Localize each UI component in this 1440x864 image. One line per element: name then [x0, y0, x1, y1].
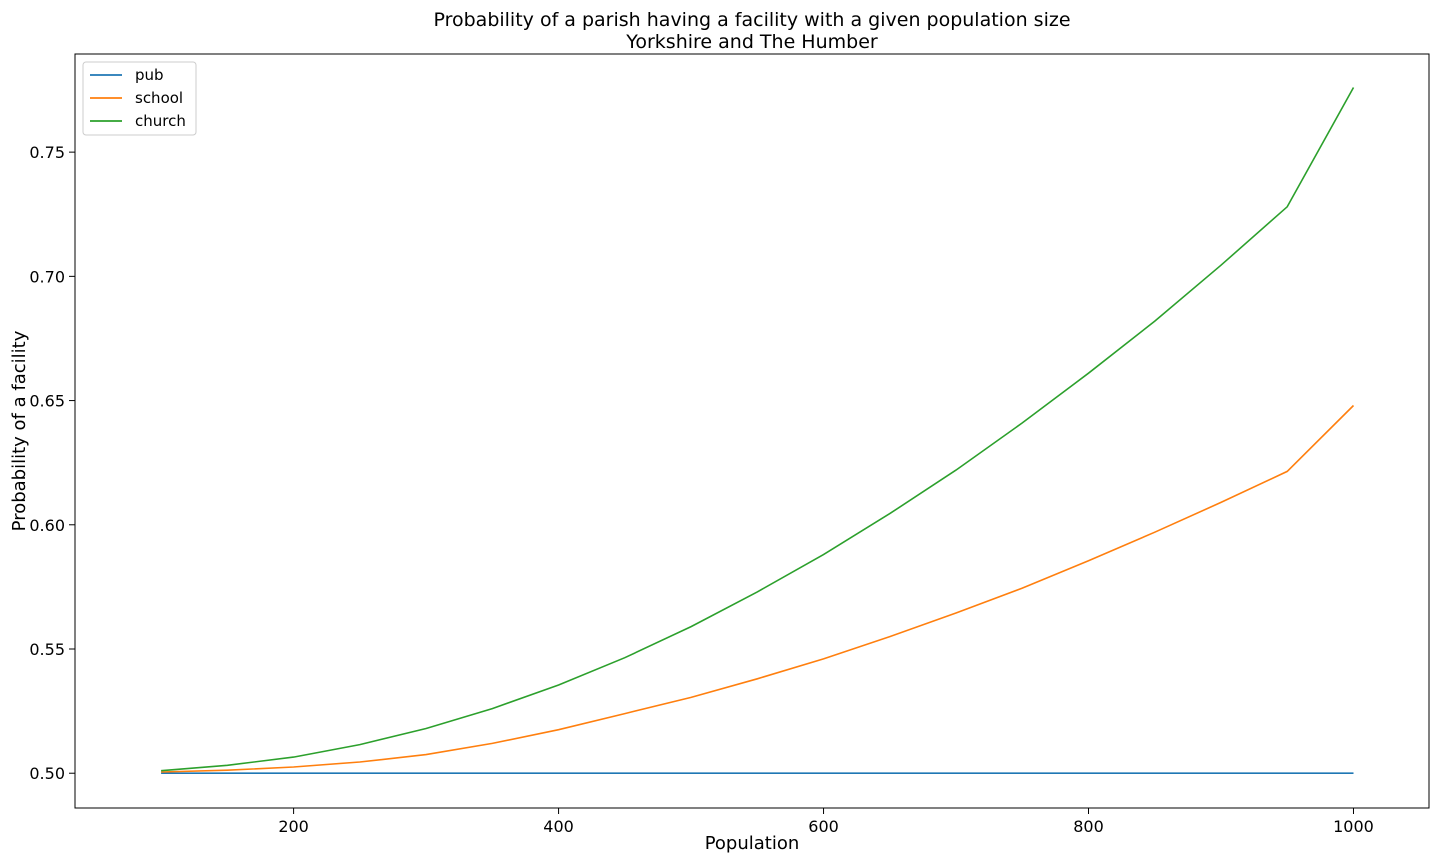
series-line-church	[161, 87, 1355, 772]
y-axis-label: Probability of a facility	[9, 330, 30, 531]
y-tick-label: 0.75	[29, 143, 65, 162]
chart-title: Probability of a parish having a facilit…	[433, 9, 1070, 31]
chart-subtitle: Yorkshire and The Humber	[625, 31, 878, 53]
x-tick-label: 200	[278, 817, 309, 836]
series-lines	[161, 87, 1355, 775]
y-tick-label: 0.50	[29, 764, 65, 783]
x-tick-label: 600	[808, 817, 839, 836]
y-tick-label: 0.70	[29, 267, 65, 286]
legend: pub school church	[82, 61, 197, 136]
legend-label-church: church	[135, 112, 186, 130]
x-axis: 200 400 600 800 1000	[278, 808, 1374, 836]
x-axis-label: Population	[705, 833, 800, 854]
y-tick-label: 0.65	[29, 392, 65, 411]
legend-frame	[82, 61, 197, 136]
y-axis: 0.50 0.55 0.60 0.65 0.70 0.75	[29, 143, 75, 783]
legend-label-pub: pub	[135, 66, 164, 84]
series-line-school	[161, 404, 1355, 773]
y-tick-label: 0.60	[29, 516, 65, 535]
plot-area	[74, 53, 1430, 809]
y-tick-label: 0.55	[29, 640, 65, 659]
x-tick-label: 1000	[1333, 817, 1374, 836]
x-tick-label: 400	[543, 817, 574, 836]
legend-label-school: school	[135, 89, 183, 107]
x-tick-label: 800	[1073, 817, 1104, 836]
